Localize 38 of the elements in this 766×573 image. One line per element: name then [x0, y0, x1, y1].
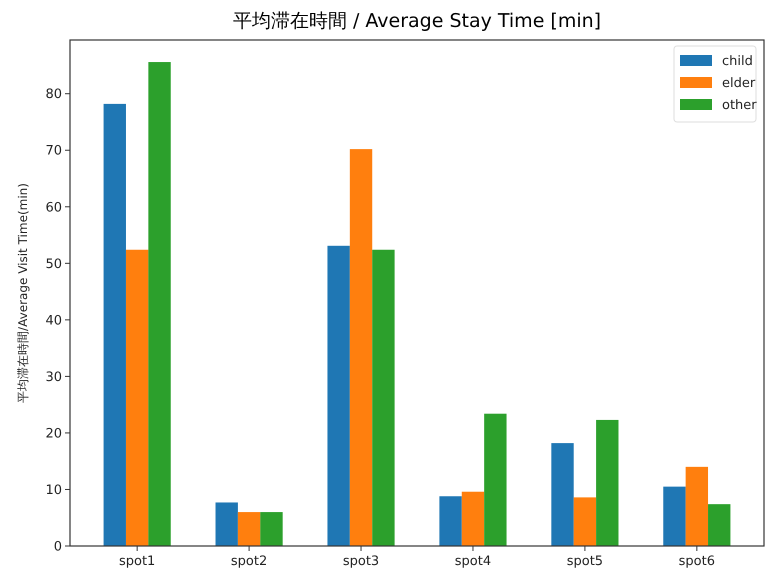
- y-tick-label: 0: [54, 540, 62, 554]
- bar: [104, 104, 126, 546]
- bar: [350, 149, 372, 546]
- legend-label: elder: [722, 76, 756, 91]
- bar: [216, 502, 238, 546]
- chart-title: 平均滞在時間 / Average Stay Time [min]: [232, 10, 602, 32]
- y-tick-label: 60: [45, 200, 62, 216]
- legend-label: other: [722, 98, 758, 113]
- legend-label: child: [722, 54, 753, 69]
- bar: [372, 250, 395, 546]
- bar: [574, 497, 596, 546]
- y-axis-title: 平均滞在時間/Average Visit Time(min): [16, 183, 30, 403]
- bar: [663, 486, 686, 546]
- x-tick-label: spot2: [230, 554, 268, 569]
- bar: [148, 62, 171, 546]
- y-tick-label: 70: [45, 144, 62, 159]
- y-tick-label: 10: [45, 482, 62, 498]
- x-tick-label: spot5: [566, 554, 604, 569]
- bar: [327, 246, 350, 546]
- y-tick-label: 30: [45, 370, 62, 385]
- bar: [126, 250, 148, 546]
- bar: [260, 512, 283, 546]
- bar: [596, 420, 618, 546]
- y-tick-label: 80: [45, 87, 62, 102]
- y-tick-label: 50: [45, 256, 62, 272]
- bar: [484, 414, 507, 546]
- bar: [686, 466, 708, 546]
- bar: [238, 512, 260, 546]
- x-tick-label: spot1: [118, 554, 156, 569]
- y-tick-label: 20: [45, 426, 62, 442]
- x-tick-label: spot3: [342, 554, 380, 569]
- bar: [551, 443, 574, 546]
- bar: [708, 504, 730, 546]
- x-tick-label: spot4: [454, 554, 492, 569]
- x-tick-label: spot6: [678, 554, 716, 569]
- bar: [462, 492, 484, 546]
- bar: [439, 496, 462, 546]
- y-tick-label: 40: [45, 313, 62, 328]
